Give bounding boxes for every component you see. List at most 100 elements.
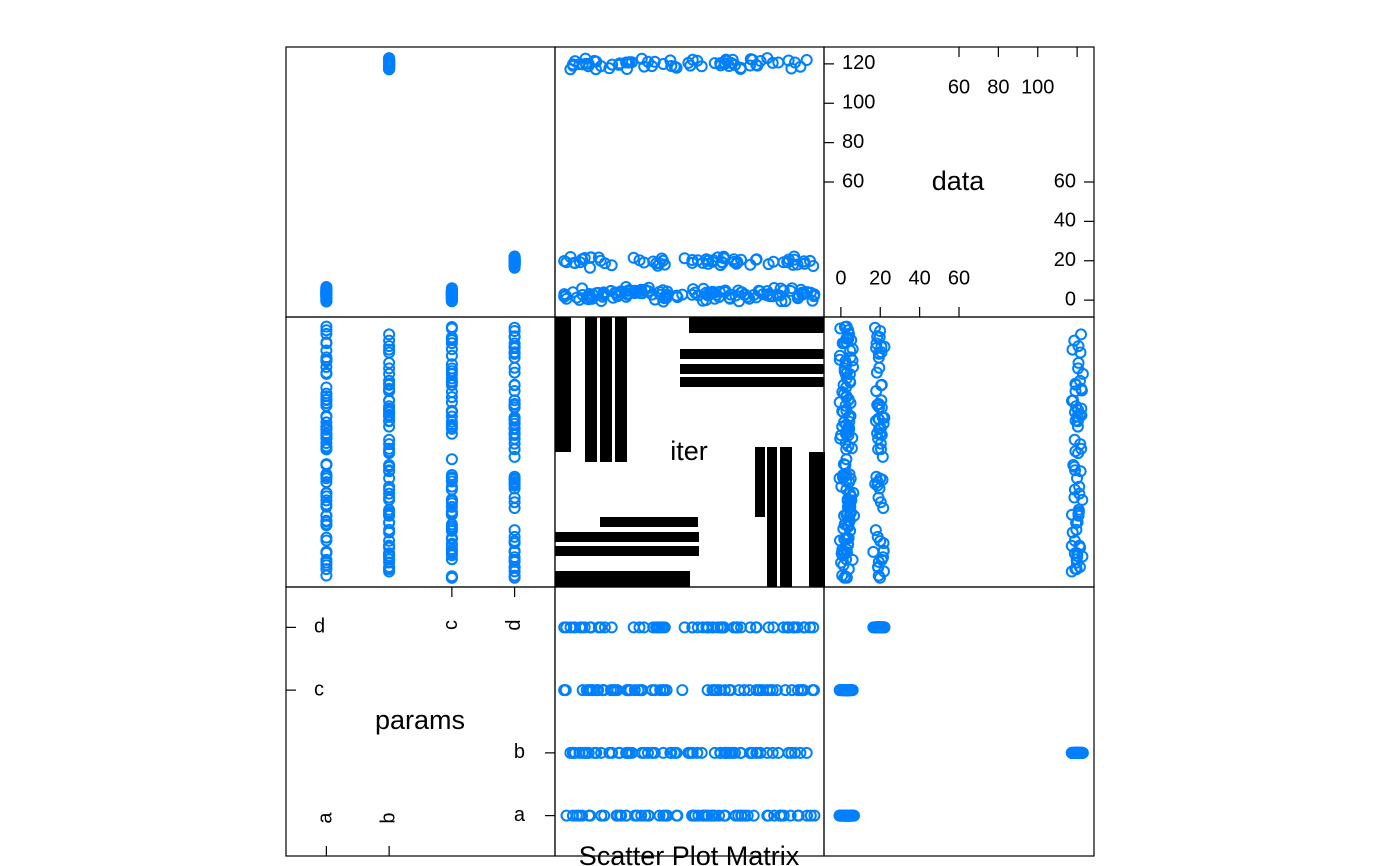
data-point <box>564 251 577 263</box>
points-layer <box>320 52 1089 822</box>
data-point <box>627 251 640 264</box>
data-point <box>320 416 333 429</box>
data-point <box>719 57 731 70</box>
data-point <box>648 55 661 68</box>
data-point <box>508 411 521 424</box>
data-point <box>1075 442 1088 455</box>
data-point <box>574 621 587 634</box>
data-point <box>445 427 458 440</box>
data-point <box>383 384 396 397</box>
data-point <box>724 684 737 697</box>
data-point <box>650 257 663 270</box>
data-point <box>743 292 756 305</box>
data-point <box>839 570 852 583</box>
data-point <box>1070 523 1083 536</box>
data-point <box>877 502 890 514</box>
data-point <box>871 479 884 492</box>
data-point <box>836 386 849 398</box>
data-point <box>1073 539 1086 552</box>
diagonal-label-data: data <box>932 166 986 196</box>
iter-label-block <box>767 447 777 587</box>
data-lower-y-tick-label: 20 <box>1054 249 1076 271</box>
diagonal-label-iter: iter <box>670 436 708 466</box>
x-axis-label: Scatter Plot Matrix <box>579 841 800 866</box>
data-point <box>1071 410 1084 423</box>
data-point <box>320 324 333 337</box>
data-point <box>634 287 647 300</box>
data-point <box>833 353 846 366</box>
data-point <box>569 55 581 68</box>
data-point <box>1070 517 1083 529</box>
iter-label-block <box>600 317 612 462</box>
iter-label-block <box>555 532 699 542</box>
data-point <box>734 63 747 75</box>
data-point <box>508 524 521 537</box>
data-point <box>762 288 775 301</box>
data-point <box>628 684 641 697</box>
data-point <box>320 518 333 531</box>
data-point <box>840 443 853 456</box>
data-point <box>320 437 333 449</box>
data-point <box>445 321 458 333</box>
data-point <box>750 291 763 304</box>
data-point <box>580 684 593 697</box>
data-point <box>878 411 891 424</box>
data-point <box>845 442 858 455</box>
data-point <box>1076 493 1089 506</box>
data-point <box>839 427 852 440</box>
data-point <box>383 362 396 375</box>
data-point <box>841 494 854 507</box>
data-point <box>735 809 748 822</box>
data-point <box>383 58 396 71</box>
data-point <box>744 53 757 66</box>
data-point <box>508 378 521 391</box>
data-point <box>612 746 625 759</box>
data-point <box>320 468 333 481</box>
data-point <box>841 539 854 552</box>
data-point <box>715 256 728 268</box>
data-point <box>838 809 851 822</box>
data-point <box>873 413 885 426</box>
data-point <box>844 344 857 357</box>
data-point <box>445 349 458 362</box>
axis-labels: data iter params 0 0 20 20 40 40 60 60 60 60 80 80 100 1… <box>314 52 1076 866</box>
data-point <box>445 508 458 521</box>
data-point <box>762 809 775 822</box>
data-point <box>508 479 521 492</box>
params-right-tick-label: a <box>514 804 526 826</box>
data-point <box>706 809 719 822</box>
panel-border <box>554 46 825 318</box>
panel-border <box>823 316 1095 588</box>
data-point <box>701 684 714 697</box>
data-point <box>842 563 855 576</box>
iter-label-block <box>680 377 824 387</box>
data-point <box>584 809 597 822</box>
data-point <box>508 398 521 411</box>
data-point <box>383 472 396 485</box>
data-point <box>1075 328 1087 341</box>
data-point <box>320 361 333 373</box>
data-point <box>839 470 852 483</box>
data-point <box>445 404 458 417</box>
data-point <box>445 287 458 300</box>
data-point <box>445 532 458 544</box>
data-point <box>842 324 855 337</box>
params-bottom-tick-label: b <box>377 812 399 823</box>
data-point <box>445 524 458 537</box>
data-point <box>767 621 780 634</box>
data-point <box>445 332 458 345</box>
data-point <box>687 283 700 296</box>
data-point <box>686 256 699 269</box>
data-point <box>735 286 748 299</box>
params-top-tick-label: c <box>440 620 462 630</box>
data-point <box>642 55 654 68</box>
data-point <box>320 327 333 340</box>
data-point <box>766 684 779 697</box>
data-upper-x-tick-label: 80 <box>987 76 1009 98</box>
data-point <box>383 534 396 547</box>
data-point <box>383 415 396 428</box>
data-point <box>875 378 888 391</box>
data-point <box>383 464 396 477</box>
data-point <box>508 496 521 509</box>
data-point <box>508 366 521 379</box>
